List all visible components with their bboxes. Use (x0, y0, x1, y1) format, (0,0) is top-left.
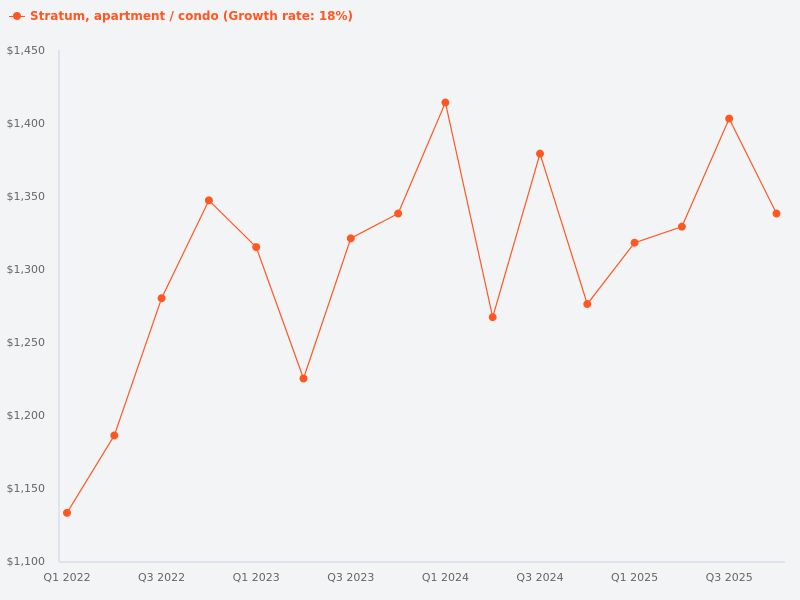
data-point[interactable] (110, 431, 119, 440)
x-tick-label: Q1 2022 (43, 571, 90, 584)
legend-label: Stratum, apartment / condo (Growth rate:… (30, 9, 354, 23)
x-tick-label: Q3 2023 (327, 571, 374, 584)
data-point[interactable] (394, 209, 403, 218)
legend-marker-dot (13, 12, 21, 20)
y-tick-label: $1,450 (7, 44, 46, 57)
series-line (63, 98, 781, 517)
x-tick-label: Q1 2025 (611, 571, 658, 584)
data-point[interactable] (677, 222, 686, 231)
legend-line-marker-icon (9, 11, 25, 21)
data-point[interactable] (441, 98, 450, 107)
x-tick-label: Q3 2024 (516, 571, 563, 584)
data-point[interactable] (157, 294, 166, 303)
y-tick-label: $1,200 (7, 409, 46, 422)
data-point[interactable] (772, 209, 781, 218)
data-point[interactable] (583, 300, 592, 309)
x-tick-label: Q3 2025 (706, 571, 753, 584)
data-point[interactable] (252, 243, 261, 252)
chart-legend[interactable]: Stratum, apartment / condo (Growth rate:… (9, 9, 353, 23)
y-tick-label: $1,300 (7, 263, 46, 276)
x-axis: Q1 2022 Q3 2022 Q1 2023 Q3 2023 Q1 2024 Q3 20… (43, 561, 785, 584)
x-tick-label: Q1 2023 (233, 571, 280, 584)
y-tick-label: $1,350 (7, 190, 46, 203)
data-point[interactable] (299, 374, 308, 383)
data-point[interactable] (630, 238, 639, 247)
data-point[interactable] (63, 508, 71, 517)
data-point[interactable] (488, 313, 497, 322)
x-tick-label: Q3 2022 (138, 571, 185, 584)
x-tick-label: Q1 2024 (422, 571, 469, 584)
data-point[interactable] (204, 196, 213, 205)
y-tick-label: $1,100 (7, 555, 46, 568)
y-tick-label: $1,400 (7, 117, 46, 130)
data-point[interactable] (536, 149, 544, 158)
data-point[interactable] (346, 234, 355, 243)
y-axis: $1,100 $1,150 $1,200 $1,250 $1,300 $1,350 $1,4… (7, 44, 60, 568)
y-tick-label: $1,150 (7, 482, 46, 495)
y-tick-label: $1,250 (7, 336, 46, 349)
data-point[interactable] (725, 114, 734, 123)
